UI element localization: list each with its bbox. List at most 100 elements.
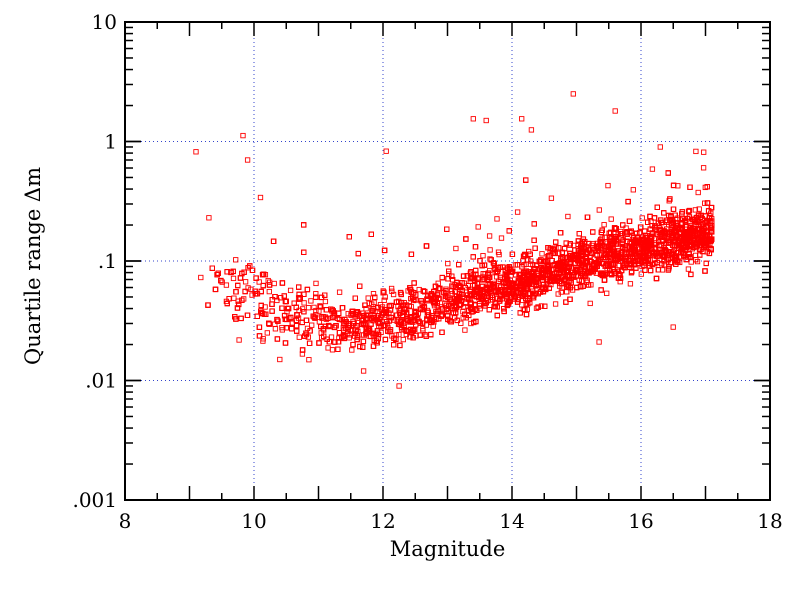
data-point bbox=[215, 270, 221, 276]
data-point bbox=[296, 334, 302, 340]
data-point bbox=[420, 288, 427, 294]
data-point bbox=[696, 246, 703, 252]
data-point bbox=[282, 340, 289, 346]
data-point bbox=[293, 317, 300, 324]
data-point bbox=[618, 267, 625, 274]
data-point bbox=[563, 240, 569, 246]
data-point bbox=[613, 241, 619, 247]
data-point bbox=[336, 310, 342, 316]
data-point bbox=[463, 236, 469, 242]
data-point bbox=[497, 293, 504, 299]
data-point bbox=[453, 304, 460, 310]
data-point bbox=[565, 213, 571, 220]
data-point bbox=[503, 293, 509, 300]
data-point bbox=[432, 299, 438, 306]
data-point bbox=[309, 322, 315, 328]
data-point bbox=[287, 287, 294, 294]
data-point bbox=[667, 196, 673, 202]
data-point bbox=[468, 301, 474, 307]
data-point bbox=[692, 207, 699, 213]
data-point bbox=[608, 216, 614, 222]
data-point bbox=[522, 251, 528, 258]
data-point bbox=[398, 324, 405, 331]
data-point bbox=[383, 309, 389, 315]
data-point bbox=[331, 324, 338, 331]
data-point bbox=[258, 302, 264, 309]
data-point bbox=[308, 298, 314, 304]
data-point bbox=[670, 182, 677, 189]
data-point bbox=[704, 184, 710, 190]
data-point bbox=[224, 269, 230, 275]
data-point bbox=[453, 245, 459, 252]
data-point bbox=[672, 212, 678, 218]
data-point bbox=[706, 215, 713, 221]
data-point bbox=[219, 279, 225, 285]
data-point bbox=[301, 291, 307, 297]
data-point bbox=[462, 327, 468, 333]
data-point bbox=[640, 247, 647, 253]
data-point bbox=[279, 305, 285, 311]
data-point bbox=[390, 291, 397, 298]
data-point bbox=[688, 271, 694, 278]
data-point bbox=[362, 322, 368, 328]
data-point bbox=[302, 333, 308, 339]
data-point bbox=[360, 338, 367, 345]
data-point bbox=[340, 334, 347, 340]
data-point bbox=[453, 309, 459, 316]
data-point bbox=[658, 219, 665, 226]
data-point bbox=[218, 277, 224, 284]
data-point bbox=[368, 231, 374, 237]
data-point bbox=[374, 340, 380, 346]
data-point bbox=[546, 285, 552, 291]
data-point bbox=[313, 307, 319, 314]
data-point bbox=[474, 307, 480, 313]
data-point bbox=[500, 264, 506, 270]
data-point bbox=[247, 263, 253, 269]
data-point bbox=[403, 327, 409, 334]
data-point bbox=[498, 235, 505, 241]
data-point bbox=[542, 303, 548, 309]
data-point bbox=[531, 221, 537, 227]
data-point bbox=[504, 302, 511, 309]
data-point bbox=[475, 224, 481, 230]
data-point bbox=[617, 279, 623, 285]
data-point bbox=[637, 253, 643, 259]
data-point bbox=[494, 268, 501, 274]
data-point bbox=[630, 187, 636, 193]
data-point bbox=[460, 315, 466, 321]
data-point bbox=[467, 292, 474, 298]
data-point bbox=[234, 305, 241, 311]
data-point bbox=[575, 238, 582, 244]
data-point bbox=[610, 240, 616, 246]
data-point bbox=[434, 310, 440, 317]
data-point bbox=[700, 221, 706, 227]
data-point bbox=[597, 238, 604, 245]
data-point bbox=[652, 223, 658, 229]
data-point bbox=[393, 336, 399, 342]
data-point bbox=[312, 315, 318, 321]
data-point bbox=[382, 336, 389, 343]
data-point bbox=[585, 282, 592, 288]
data-point bbox=[701, 242, 708, 248]
data-point bbox=[495, 278, 502, 284]
data-point bbox=[423, 243, 430, 249]
data-point bbox=[299, 306, 306, 312]
data-point bbox=[365, 295, 371, 301]
data-point bbox=[638, 271, 644, 277]
data-point bbox=[330, 308, 336, 314]
data-point bbox=[373, 332, 379, 338]
data-point bbox=[425, 309, 431, 316]
data-point bbox=[401, 306, 407, 312]
data-point bbox=[281, 293, 287, 299]
data-point bbox=[477, 306, 483, 312]
data-point bbox=[645, 219, 651, 225]
data-point bbox=[539, 251, 545, 257]
data-point bbox=[245, 265, 251, 271]
data-point bbox=[435, 280, 441, 286]
data-point bbox=[419, 300, 425, 307]
data-point bbox=[272, 294, 278, 300]
data-point bbox=[531, 237, 537, 243]
data-point bbox=[700, 165, 707, 171]
data-point bbox=[526, 248, 532, 255]
data-point bbox=[472, 244, 479, 250]
